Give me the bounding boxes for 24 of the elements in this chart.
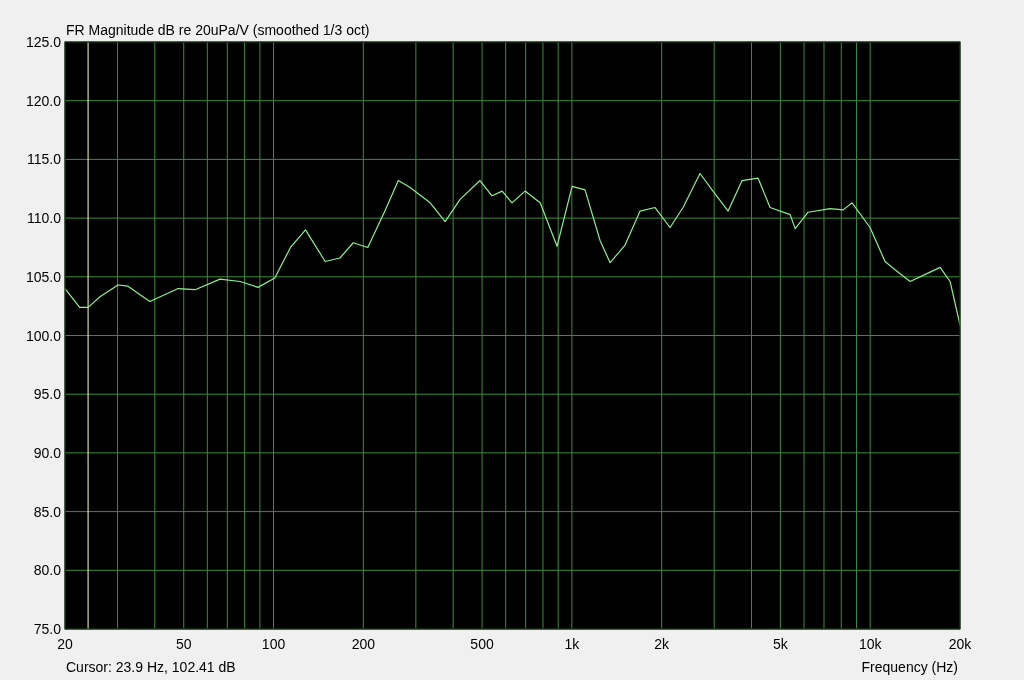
x-tick-label: 5k (772, 636, 789, 652)
y-tick-label: 75.0 (33, 621, 62, 637)
x-tick-label: 20 (57, 636, 73, 652)
x-tick-label: 200 (351, 636, 376, 652)
x-tick-label: 50 (175, 636, 192, 652)
y-tick-label: 80.0 (33, 562, 62, 579)
y-tick-label: 120.0 (25, 92, 62, 109)
text: Cursor: 23.9 Hz, 102.41 dB (66, 659, 236, 675)
y-tick-label: 110.0 (27, 210, 62, 227)
x-tick-label: 1k (564, 636, 581, 652)
y-tick-label: 125.0 (25, 34, 62, 50)
y-tick-label: 90.0 (33, 444, 62, 461)
x-tick-label: 10k (858, 636, 883, 652)
x-tick-label: 100 (261, 636, 286, 652)
x-tick-label: 2k (654, 636, 671, 652)
y-tick-label: 100.0 (25, 327, 62, 344)
y-tick-label: 105.0 (25, 268, 62, 285)
y-tick-label: 115.0 (27, 151, 62, 168)
x-tick-label: 20k (948, 636, 973, 652)
chart-title: FR Magnitude dB re 20uPa/V (smoothed 1/3 oct) (66, 22, 370, 38)
y-tick-label: 85.0 (33, 503, 62, 520)
y-tick-label: 95.0 (33, 386, 62, 403)
x-axis-title: Frequency (Hz) (861, 659, 958, 675)
x-tick-label: 500 (470, 636, 494, 652)
